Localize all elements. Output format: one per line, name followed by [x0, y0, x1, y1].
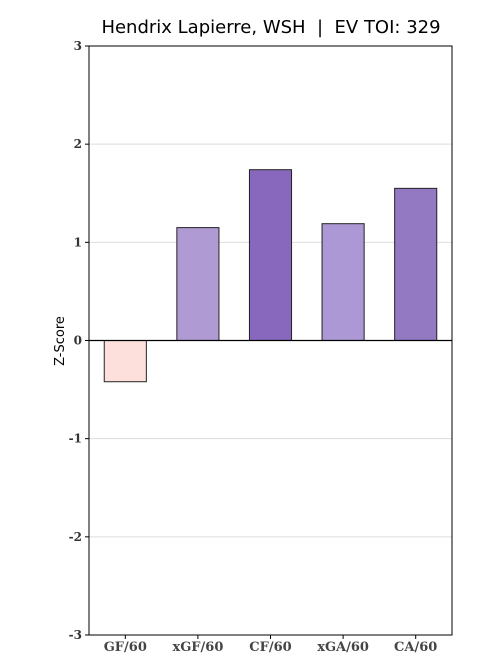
y-tick-label: -2 [69, 530, 82, 544]
x-tick-label: CA/60 [394, 640, 437, 655]
y-tick-label: 3 [74, 39, 82, 53]
bar-cf-60 [248, 169, 293, 341]
x-tick-label: xGF/60 [172, 640, 223, 655]
chart-title: Hendrix Lapierre, WSH | EV TOI: 329 [101, 17, 440, 38]
bar-ca-60 [394, 187, 438, 341]
x-tick-label: GF/60 [104, 640, 147, 655]
x-tick-label: CF/60 [249, 640, 291, 655]
bar-gf-60 [103, 340, 147, 383]
x-axis-ticks: GF/60 xGF/60 CF/60 xGA/60 CA/60 [104, 635, 437, 655]
y-axis-label: Z-Score [53, 316, 68, 366]
x-tick-label: xGA/60 [317, 640, 369, 655]
y-tick-label: -3 [69, 628, 82, 642]
y-tick-label: 1 [74, 235, 82, 249]
bar-xga-60 [321, 223, 365, 342]
y-tick-label: 0 [74, 334, 82, 348]
bars [103, 169, 438, 383]
bar-xgf-60 [176, 227, 220, 342]
y-tick-label: -1 [69, 432, 82, 446]
y-axis-ticks: 3 2 1 0 -1 -2 -3 [69, 39, 89, 642]
y-tick-label: 2 [74, 137, 82, 151]
